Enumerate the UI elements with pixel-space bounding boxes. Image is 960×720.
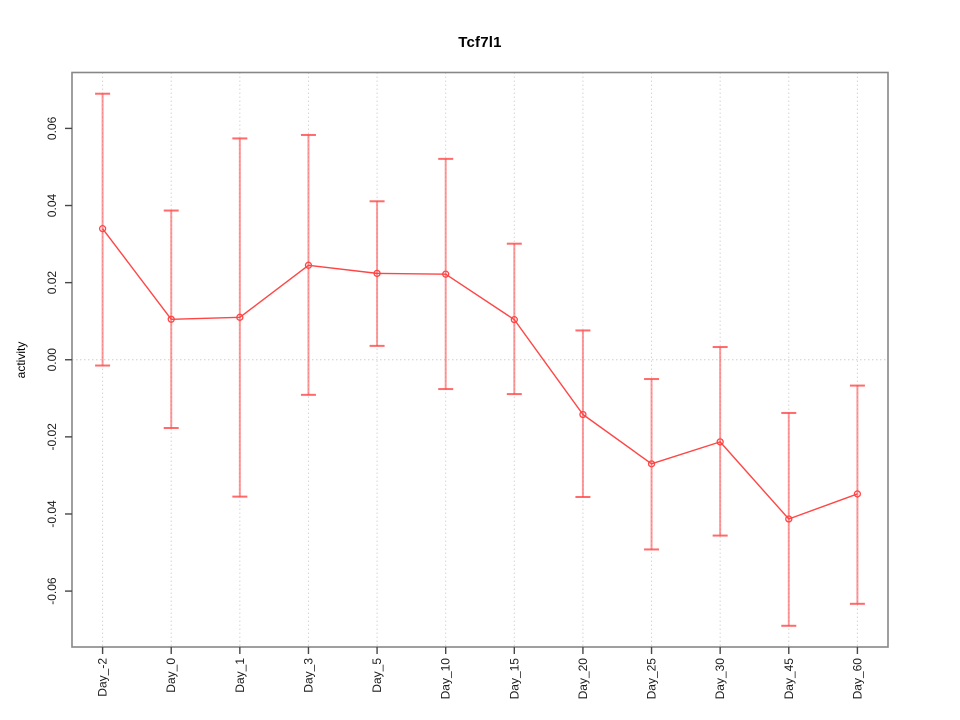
data-point bbox=[98, 225, 107, 233]
x-tick-label: Day_25 bbox=[645, 658, 659, 700]
data-point bbox=[853, 490, 862, 498]
x-tick-label: Day_3 bbox=[301, 658, 315, 693]
y-tick-label: 0.02 bbox=[45, 271, 59, 295]
data-point bbox=[236, 313, 244, 321]
y-tick-label: -0.06 bbox=[45, 577, 59, 605]
x-tick-label: Day_15 bbox=[507, 658, 521, 700]
y-tick-label: 0.04 bbox=[45, 194, 59, 218]
x-tick-label: Day_1 bbox=[233, 658, 247, 693]
data-point bbox=[373, 269, 381, 278]
x-tick-label: Day_30 bbox=[713, 658, 727, 700]
data-point bbox=[647, 460, 656, 468]
data-point bbox=[785, 515, 793, 523]
data-point bbox=[716, 438, 724, 446]
data-point bbox=[510, 316, 518, 324]
x-tick-label: Day_-2 bbox=[96, 658, 110, 697]
chart-title: Tcf7l1 bbox=[458, 34, 502, 51]
series-line bbox=[102, 228, 858, 520]
data-point bbox=[579, 410, 587, 419]
data-point bbox=[304, 261, 313, 269]
y-tick-label: 0.00 bbox=[45, 348, 59, 372]
x-tick-label: Day_5 bbox=[370, 658, 384, 693]
x-tick-label: Day_10 bbox=[439, 658, 453, 700]
x-tick-label: Day_45 bbox=[782, 658, 796, 700]
y-tick-label: -0.04 bbox=[45, 500, 59, 528]
x-tick-label: Day_20 bbox=[576, 658, 590, 700]
x-tick-label: Day_60 bbox=[850, 658, 864, 700]
y-tick-label: 0.06 bbox=[45, 116, 59, 140]
data-point bbox=[442, 270, 450, 278]
y-tick-label: -0.02 bbox=[45, 423, 59, 451]
data-point bbox=[167, 315, 175, 323]
x-tick-label: Day_0 bbox=[164, 658, 178, 693]
